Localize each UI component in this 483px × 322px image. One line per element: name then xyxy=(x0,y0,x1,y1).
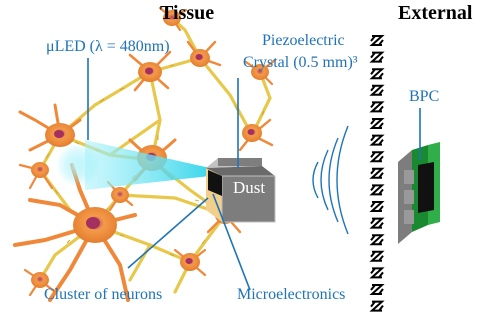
neuron-bottom-left xyxy=(23,268,57,297)
neuron-top xyxy=(128,50,172,92)
neuron-medium-left xyxy=(18,103,82,152)
wall-segment xyxy=(369,84,385,96)
cluster-label: Cluster of neurons xyxy=(44,286,163,303)
neuron-top-right xyxy=(186,40,222,67)
external-header: External xyxy=(398,2,473,24)
dust-cube xyxy=(206,158,276,223)
wall-segment xyxy=(369,51,385,63)
uled-label: μLED (λ = 480nm) xyxy=(46,38,170,55)
wall-segment xyxy=(369,217,385,229)
piezo-label-line2: Crystal (0.5 mm)³ xyxy=(243,54,358,71)
wall-segment xyxy=(369,250,385,262)
leader-lines xyxy=(87,58,421,291)
microelectronics-label: Microelectronics xyxy=(237,286,346,303)
wall-segment xyxy=(369,101,385,113)
wall-segment xyxy=(369,234,385,246)
neuron-far-top xyxy=(158,6,188,32)
piezo-label-line1: Piezoelectric xyxy=(262,32,345,49)
bpc-label: BPC xyxy=(409,88,440,105)
light-beam xyxy=(56,140,210,190)
wall-segment xyxy=(369,151,385,163)
neuron-lower-right xyxy=(173,248,207,277)
wall-segment xyxy=(369,284,385,295)
neuron-far-left xyxy=(18,162,54,190)
wall-segment xyxy=(369,118,385,129)
neuron-large-lower-left xyxy=(13,163,137,302)
neuron-upper-right xyxy=(244,58,277,86)
wall-segment xyxy=(369,201,385,212)
wall-segment xyxy=(369,300,385,312)
wall-segment xyxy=(369,68,385,80)
neuron-right xyxy=(238,118,274,152)
wall-segment xyxy=(369,267,385,279)
ultrasound-waves-icon xyxy=(312,125,349,235)
tissue-header: Tissue xyxy=(160,2,215,24)
wall-segment xyxy=(369,134,385,146)
zigzag-wall-icon xyxy=(369,35,385,312)
wall-segment xyxy=(369,35,385,46)
dust-label: Dust xyxy=(233,178,266,197)
wall-segment xyxy=(369,184,385,196)
bpc-board xyxy=(398,142,440,244)
wall-segment xyxy=(369,167,385,179)
